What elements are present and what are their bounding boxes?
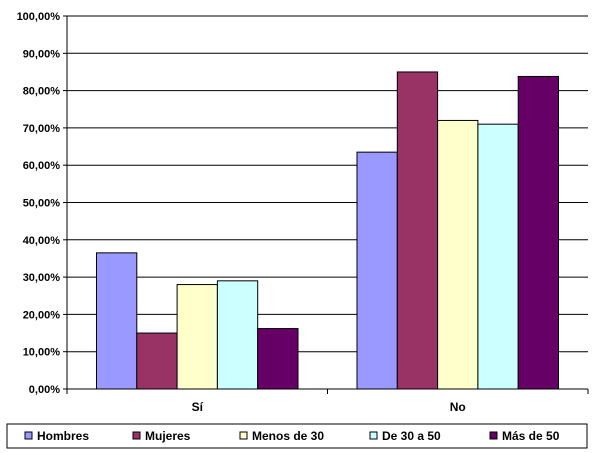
- legend-swatch: [489, 431, 498, 440]
- y-tick-label: 0,00%: [29, 384, 60, 396]
- bar-más-de-50-1: [517, 75, 560, 390]
- legend-swatch: [24, 431, 33, 440]
- y-tick-label: 30,00%: [23, 272, 61, 284]
- legend-label: Hombres: [37, 429, 89, 443]
- bar-mujeres-0: [136, 332, 178, 390]
- bar-de-30-a-50-0: [216, 280, 259, 390]
- legend-label: Más de 50: [502, 429, 560, 443]
- bar-hombres-1: [356, 151, 398, 390]
- bar-de-30-a-50-1: [477, 123, 519, 390]
- y-axis-ticks: 0,00% 10,00% 20,00% 30,00% 40,00% 50,00% 60,00…: [17, 11, 67, 396]
- y-tick-label: 80,00%: [23, 86, 61, 98]
- axes: [66, 16, 589, 394]
- bar-hombres-0: [96, 252, 138, 390]
- legend-swatch: [239, 431, 248, 440]
- legend-label: Mujeres: [145, 429, 191, 443]
- y-tick-label: 90,00%: [23, 48, 61, 60]
- bar-menos-de-30-0: [176, 284, 218, 390]
- y-tick-label: 20,00%: [23, 309, 61, 321]
- y-tick-label: 50,00%: [23, 198, 61, 210]
- legend-swatch: [132, 431, 141, 440]
- legend: Hombres Mujeres Menos de 30 De 30 a 50 Más d…: [6, 423, 588, 449]
- legend-swatch: [369, 431, 378, 440]
- bars: [96, 71, 560, 390]
- x-category-label: No: [450, 400, 466, 414]
- y-tick-label: 40,00%: [23, 235, 61, 247]
- x-axis-labels: Sí No: [192, 400, 466, 414]
- x-category-label: Sí: [192, 400, 204, 414]
- y-tick-label: 100,00%: [17, 11, 61, 23]
- bar-mujeres-1: [396, 71, 439, 390]
- y-tick-label: 10,00%: [23, 347, 61, 359]
- bar-menos-de-30-1: [437, 119, 479, 390]
- legend-label: Menos de 30: [252, 429, 324, 443]
- y-tick-label: 60,00%: [23, 160, 61, 172]
- legend-label: De 30 a 50: [382, 429, 441, 443]
- y-tick-label: 70,00%: [23, 123, 61, 135]
- bar-más-de-50-0: [257, 328, 299, 390]
